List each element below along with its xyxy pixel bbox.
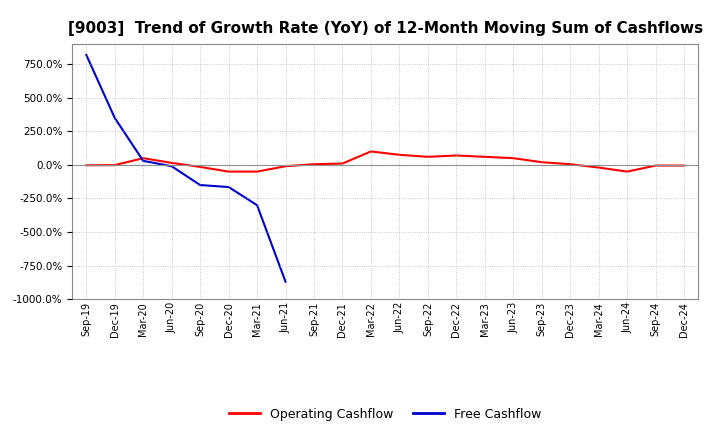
Free Cashflow — [167, 164, 176, 169]
Operating Cashflow — [282, 164, 290, 169]
Operating Cashflow — [225, 169, 233, 174]
Operating Cashflow — [82, 163, 91, 168]
Operating Cashflow — [310, 161, 318, 167]
Operating Cashflow — [537, 160, 546, 165]
Operating Cashflow — [366, 149, 375, 154]
Operating Cashflow — [167, 160, 176, 165]
Operating Cashflow — [680, 163, 688, 168]
Operating Cashflow — [652, 163, 660, 168]
Free Cashflow — [282, 279, 290, 284]
Operating Cashflow — [253, 169, 261, 174]
Operating Cashflow — [139, 155, 148, 161]
Free Cashflow — [253, 202, 261, 208]
Operating Cashflow — [395, 152, 404, 158]
Operating Cashflow — [338, 161, 347, 166]
Operating Cashflow — [509, 155, 518, 161]
Operating Cashflow — [480, 154, 489, 159]
Free Cashflow — [225, 184, 233, 190]
Operating Cashflow — [623, 169, 631, 174]
Operating Cashflow — [566, 161, 575, 167]
Operating Cashflow — [423, 154, 432, 159]
Operating Cashflow — [110, 162, 119, 168]
Legend: Operating Cashflow, Free Cashflow: Operating Cashflow, Free Cashflow — [224, 403, 546, 425]
Free Cashflow — [196, 183, 204, 188]
Line: Operating Cashflow: Operating Cashflow — [86, 151, 684, 172]
Operating Cashflow — [196, 164, 204, 169]
Operating Cashflow — [452, 153, 461, 158]
Free Cashflow — [110, 115, 119, 121]
Line: Free Cashflow: Free Cashflow — [86, 55, 286, 282]
Free Cashflow — [82, 52, 91, 57]
Title: [9003]  Trend of Growth Rate (YoY) of 12-Month Moving Sum of Cashflows: [9003] Trend of Growth Rate (YoY) of 12-… — [68, 21, 703, 36]
Free Cashflow — [139, 158, 148, 164]
Operating Cashflow — [595, 165, 603, 170]
